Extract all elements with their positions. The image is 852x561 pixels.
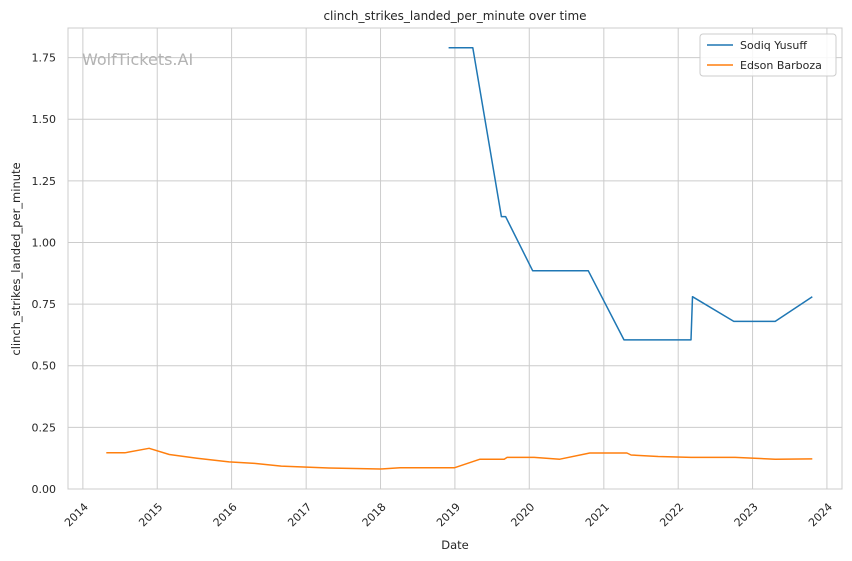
legend-label: Sodiq Yusuff [740, 39, 807, 52]
y-tick-label: 1.75 [32, 52, 57, 65]
y-axis-title: clinch_strikes_landed_per_minute [9, 162, 23, 355]
legend-label: Edson Barboza [740, 59, 822, 72]
legend: Sodiq Yusuff Edson Barboza [699, 33, 837, 77]
series-lines [106, 46, 813, 470]
watermark: WolfTickets.AI [82, 50, 193, 69]
y-tick-label: 0.00 [32, 483, 57, 496]
x-axis-ticks: 2014 2015 2016 2017 2018 2019 2020 2021 2022 2023… [62, 500, 835, 529]
chart-title: clinch_strikes_landed_per_minute over ti… [323, 9, 586, 23]
y-tick-label: 0.25 [32, 421, 57, 434]
y-tick-label: 1.50 [32, 113, 57, 126]
y-tick-label: 1.00 [32, 236, 57, 249]
x-axis-title: Date [441, 538, 469, 552]
series-line-1 [106, 447, 813, 470]
y-tick-label: 0.50 [32, 360, 57, 373]
series-line-0 [448, 46, 813, 341]
legend-box [699, 33, 837, 77]
y-axis-ticks: 0.00 0.25 0.50 0.75 1.00 1.25 1.50 1.75 [32, 52, 57, 496]
y-tick-label: 0.75 [32, 298, 57, 311]
plot-frame [67, 27, 843, 490]
y-tick-label: 1.25 [32, 175, 57, 188]
